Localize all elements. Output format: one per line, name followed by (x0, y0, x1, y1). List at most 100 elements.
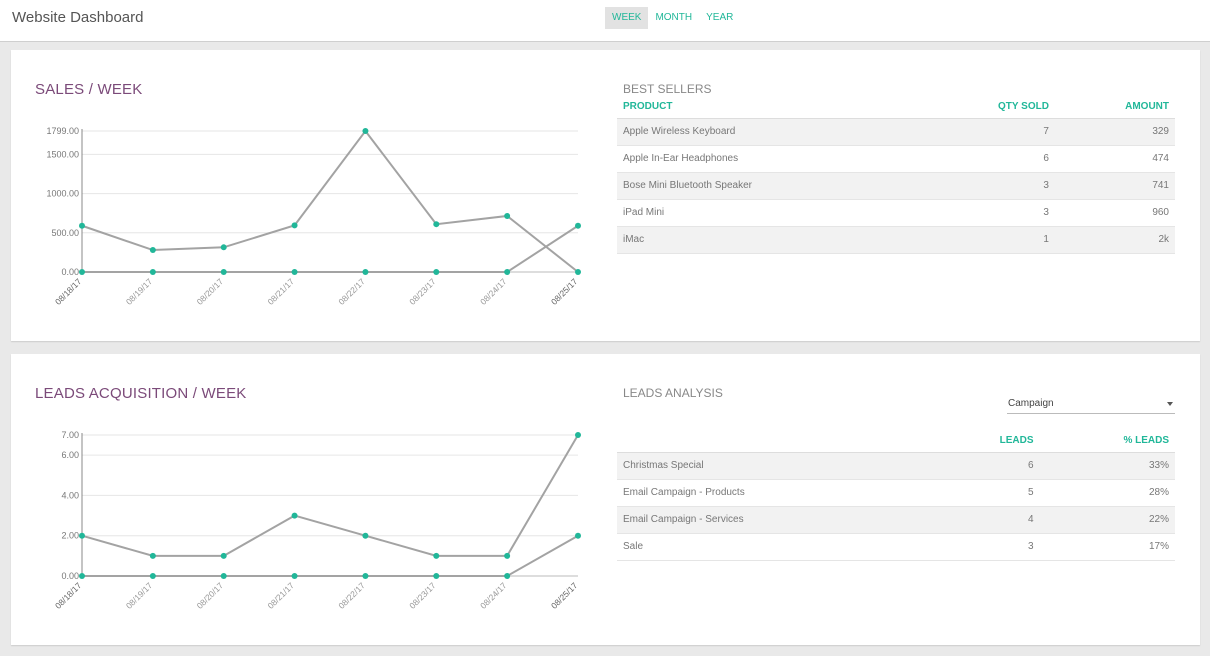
col-product[interactable]: PRODUCT (617, 96, 920, 119)
best-sellers-title: BEST SELLERS (623, 82, 712, 96)
product-name: Apple In-Ear Headphones (617, 145, 920, 173)
leads-line-chart: 0.00 2.00 4.00 6.00 7.00 08/18/17 08/19/17 08/2… (53, 430, 581, 611)
qty-sold: 3 (919, 199, 1055, 227)
leads-x-tick-label: 08/22/17 (336, 580, 367, 611)
table-row[interactable]: Sale 3 17% (617, 533, 1175, 561)
best-sellers-table: PRODUCT QTY SOLD AMOUNT Apple Wireless K… (617, 96, 1175, 254)
sales-data-point[interactable] (575, 269, 581, 275)
sales-y-tick-label: 1799.00 (46, 126, 79, 136)
sales-x-tick-label: 08/22/17 (336, 276, 367, 307)
table-row[interactable]: Bose Mini Bluetooth Speaker 3 741 (617, 172, 1175, 200)
table-row[interactable]: Apple Wireless Keyboard 7 329 (617, 118, 1175, 146)
sales-series-line (81, 129, 579, 273)
sales-x-tick-label: 08/20/17 (195, 276, 226, 307)
amount: 474 (1054, 145, 1175, 173)
sales-data-point[interactable] (149, 247, 156, 254)
leads-data-point[interactable] (220, 552, 227, 559)
sales-data-point[interactable] (220, 269, 227, 275)
leads-x-tick-label: 08/25/17 (549, 580, 580, 611)
group-by-value: Campaign (1008, 398, 1054, 409)
table-row[interactable]: Email Campaign - Services 4 22% (617, 506, 1175, 534)
sales-x-tick-label: 08/19/17 (124, 276, 155, 307)
leads-x-tick-label: 08/20/17 (195, 580, 226, 611)
col-campaign (617, 430, 932, 453)
leads-x-tick-label: 08/24/17 (478, 580, 509, 611)
table-row[interactable]: Email Campaign - Products 5 28% (617, 479, 1175, 507)
table-row[interactable]: iMac 1 2k (617, 226, 1175, 254)
leads-data-point[interactable] (79, 532, 85, 539)
leads-count: 5 (931, 479, 1040, 507)
leads-chart-title: LEADS ACQUISITION / WEEK (35, 385, 247, 402)
amount: 960 (1054, 199, 1175, 227)
qty-sold: 7 (919, 118, 1055, 146)
page-title: Website Dashboard (12, 9, 144, 26)
table-row[interactable]: Apple In-Ear Headphones 6 474 (617, 145, 1175, 173)
sales-data-point[interactable] (149, 269, 156, 275)
leads-data-point[interactable] (504, 573, 511, 579)
leads-percent: 33% (1039, 452, 1175, 480)
col-qty-sold[interactable]: QTY SOLD (919, 96, 1055, 119)
campaign-name: Email Campaign - Products (617, 479, 932, 507)
sales-data-point[interactable] (79, 269, 85, 275)
leads-percent: 28% (1039, 479, 1175, 507)
col-amount[interactable]: AMOUNT (1054, 96, 1175, 119)
leads-data-point[interactable] (575, 432, 581, 438)
sales-x-tick-label: 08/25/17 (549, 276, 580, 307)
sales-y-tick-label: 1000.00 (46, 189, 79, 199)
period-week-button[interactable]: WEEK (605, 7, 649, 29)
leads-y-tick-label: 7.00 (61, 430, 79, 440)
leads-series-line (82, 534, 579, 577)
sales-y-tick-label: 0.00 (61, 267, 79, 277)
table-header-row: LEADS % LEADS (617, 430, 1175, 453)
leads-data-point[interactable] (433, 552, 440, 559)
leads-data-point[interactable] (433, 573, 440, 579)
leads-count: 3 (931, 533, 1040, 561)
sales-x-tick-label: 08/21/17 (266, 276, 297, 307)
leads-y-tick-label: 4.00 (61, 490, 79, 500)
table-row[interactable]: Christmas Special 6 33% (617, 452, 1175, 480)
sales-data-point[interactable] (291, 269, 298, 275)
leads-data-point[interactable] (149, 573, 156, 579)
campaign-name: Email Campaign - Services (617, 506, 932, 534)
leads-percent: 17% (1039, 533, 1175, 561)
sales-data-point[interactable] (504, 269, 511, 275)
sales-data-point[interactable] (433, 221, 440, 228)
leads-data-point[interactable] (291, 512, 298, 519)
sales-x-tick-label: 08/24/17 (478, 276, 509, 307)
sales-data-point[interactable] (79, 222, 85, 229)
sales-data-point[interactable] (575, 222, 581, 229)
leads-card: LEADS ACQUISITION / WEEK 0.00 2.00 4.00 6.0… (11, 354, 1200, 645)
table-header-row: PRODUCT QTY SOLD AMOUNT (617, 96, 1175, 119)
sales-data-point[interactable] (362, 128, 369, 134)
leads-data-point[interactable] (220, 573, 227, 579)
group-by-select[interactable]: Campaign (1007, 398, 1175, 414)
leads-data-point[interactable] (575, 532, 581, 539)
leads-x-tick-label: 08/21/17 (266, 580, 297, 611)
leads-data-point[interactable] (362, 573, 369, 579)
qty-sold: 3 (919, 172, 1055, 200)
sales-data-point[interactable] (291, 222, 298, 229)
sales-data-point[interactable] (362, 269, 369, 275)
sales-data-point[interactable] (433, 269, 440, 275)
leads-data-point[interactable] (362, 532, 369, 539)
sales-y-tick-label: 1500.00 (46, 149, 79, 159)
period-year-button[interactable]: YEAR (706, 12, 734, 23)
leads-x-tick-label: 08/18/17 (53, 580, 84, 611)
leads-percent: 22% (1039, 506, 1175, 534)
product-name: iMac (617, 226, 920, 254)
leads-data-point[interactable] (149, 552, 156, 559)
leads-y-tick-label: 0.00 (61, 571, 79, 581)
leads-data-point[interactable] (504, 552, 511, 559)
leads-x-tick-label: 08/19/17 (124, 580, 155, 611)
col-leads[interactable]: LEADS (931, 430, 1040, 453)
leads-series-line (81, 434, 579, 557)
col-percent-leads[interactable]: % LEADS (1039, 430, 1175, 453)
period-month-button[interactable]: MONTH (655, 12, 693, 23)
product-name: Apple Wireless Keyboard (617, 118, 920, 146)
leads-data-point[interactable] (79, 573, 85, 579)
leads-data-point[interactable] (291, 573, 298, 579)
table-row[interactable]: iPad Mini 3 960 (617, 199, 1175, 227)
sales-data-point[interactable] (504, 212, 511, 219)
amount: 329 (1054, 118, 1175, 146)
sales-data-point[interactable] (220, 244, 227, 251)
